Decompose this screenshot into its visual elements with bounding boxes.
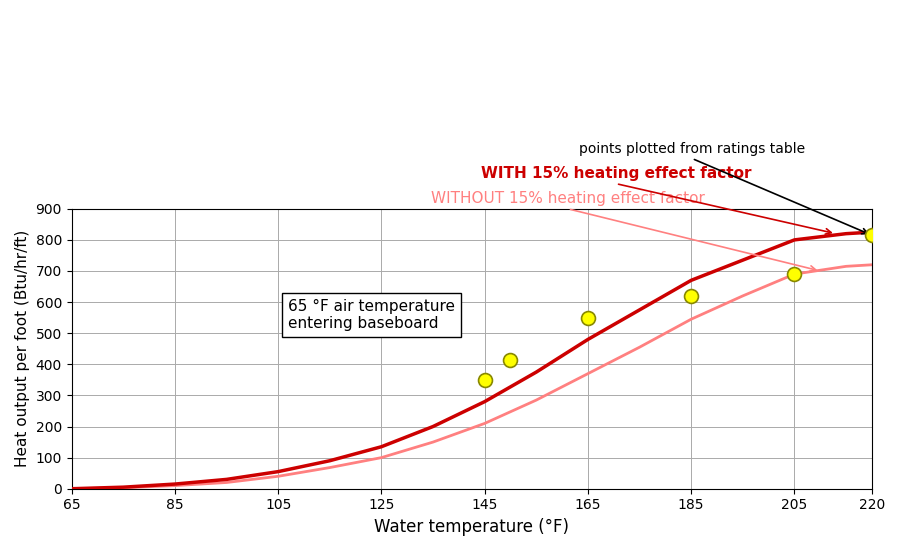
- Point: [865, 231, 879, 240]
- Point: [788, 270, 802, 279]
- Point: [684, 291, 698, 300]
- Point: [503, 355, 517, 364]
- Y-axis label: Heat output per foot (Btu/hr/ft): Heat output per foot (Btu/hr/ft): [15, 230, 30, 467]
- Text: WITHOUT 15% heating effect factor: WITHOUT 15% heating effect factor: [431, 191, 705, 206]
- Text: points plotted from ratings table: points plotted from ratings table: [579, 142, 805, 155]
- Text: WITH 15% heating effect factor: WITH 15% heating effect factor: [481, 166, 752, 181]
- Text: 65 °F air temperature
entering baseboard: 65 °F air temperature entering baseboard: [288, 299, 454, 331]
- X-axis label: Water temperature (°F): Water temperature (°F): [374, 518, 570, 536]
- Point: [580, 314, 595, 322]
- Point: [478, 376, 492, 385]
